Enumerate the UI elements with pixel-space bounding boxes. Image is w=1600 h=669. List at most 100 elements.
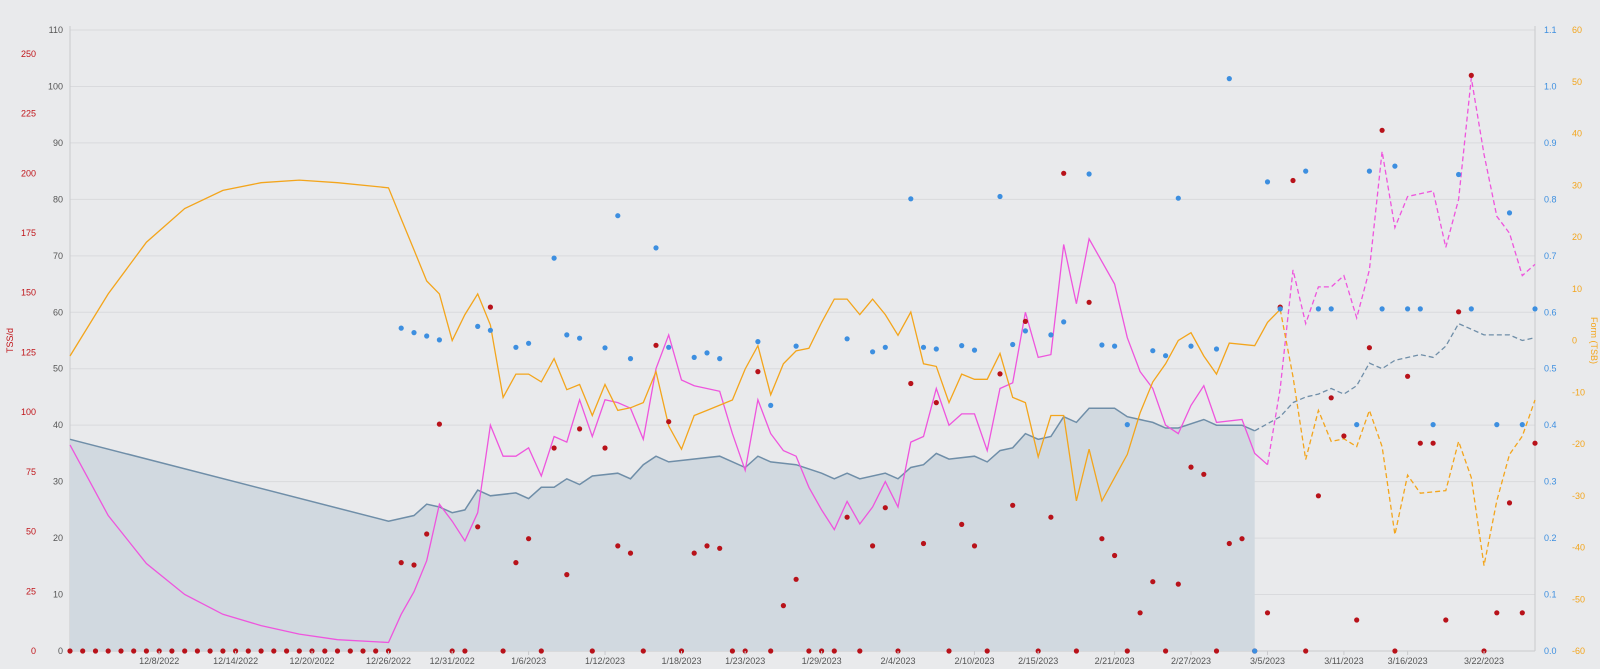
- if-point: [755, 339, 761, 345]
- tss-point: [959, 521, 965, 528]
- tss-point: [1456, 309, 1462, 315]
- tss-point: [1048, 514, 1054, 520]
- tss-point: [1468, 72, 1474, 78]
- form-tick-label: 60: [1572, 25, 1582, 35]
- tss-point: [1494, 610, 1500, 616]
- if-point: [870, 349, 876, 355]
- tss-point: [347, 648, 353, 654]
- x-tick-label: 3/11/2023: [1324, 656, 1363, 666]
- fitness-tick-label: 0: [58, 646, 63, 656]
- tss-point: [526, 536, 532, 542]
- if-point: [666, 344, 672, 350]
- tss-point: [768, 648, 774, 654]
- if-point: [1022, 328, 1028, 334]
- tss-point: [398, 560, 404, 566]
- if-point: [1213, 346, 1220, 352]
- if-point: [513, 344, 519, 350]
- tss-point: [513, 560, 519, 566]
- if-tick-label: 0.3: [1544, 477, 1557, 487]
- fitness-tick-label: 90: [53, 138, 63, 148]
- if-point: [1277, 306, 1283, 312]
- if-point: [1430, 422, 1436, 428]
- tss-point: [169, 648, 175, 654]
- tss-point: [857, 648, 863, 654]
- tss-point: [1201, 471, 1207, 477]
- if-point: [793, 343, 799, 349]
- if-point: [1366, 168, 1372, 174]
- tss-point: [920, 540, 927, 547]
- tss-point: [194, 648, 200, 654]
- tss-point: [67, 648, 73, 654]
- tss-point: [615, 543, 621, 549]
- tss-point: [284, 648, 290, 654]
- x-tick-label: 12/31/2022: [430, 656, 475, 666]
- x-tick-label: 2/27/2023: [1171, 656, 1211, 666]
- fitness-tick-label: 20: [53, 533, 63, 543]
- tss-point: [780, 603, 787, 609]
- tss-point: [1150, 579, 1156, 585]
- tss-point: [1366, 345, 1372, 351]
- if-point: [997, 193, 1003, 200]
- fitness-tick-label: 80: [53, 194, 63, 204]
- if-point: [933, 346, 939, 352]
- x-tick-label: 1/18/2023: [661, 656, 701, 666]
- if-point: [691, 354, 697, 360]
- tss-point: [1405, 373, 1411, 379]
- tss-tick-label: 200: [21, 168, 36, 178]
- tss-point: [1430, 440, 1436, 446]
- if-point: [398, 325, 404, 331]
- plot-area: [67, 72, 1538, 654]
- tss-point: [1137, 610, 1143, 616]
- x-tick-label: 12/26/2022: [366, 656, 411, 666]
- tss-point: [80, 648, 86, 654]
- if-point: [653, 245, 659, 251]
- x-tick-label: 12/8/2022: [139, 656, 179, 666]
- tss-point: [1099, 536, 1105, 542]
- if-point: [1519, 422, 1525, 428]
- if-tick-label: 0.8: [1544, 194, 1557, 204]
- tss-point: [1392, 648, 1398, 654]
- tss-point: [882, 505, 888, 511]
- if-tick-label: 0.9: [1544, 138, 1557, 148]
- if-point: [1328, 306, 1334, 312]
- tss-point: [182, 648, 188, 654]
- tss-tick-label: 75: [26, 467, 36, 477]
- tss-point: [933, 400, 939, 406]
- if-point: [1506, 210, 1513, 216]
- tss-point: [1061, 170, 1067, 176]
- tss-point: [806, 648, 812, 654]
- x-tick-label: 12/14/2022: [213, 656, 258, 666]
- tss-point: [1264, 610, 1271, 616]
- if-tick-label: 0.1: [1544, 590, 1557, 600]
- tss-point: [1290, 177, 1296, 184]
- tss-point: [207, 648, 213, 654]
- x-tick-label: 3/16/2023: [1388, 656, 1428, 666]
- if-point: [959, 343, 965, 349]
- tss-point: [653, 342, 659, 348]
- if-point: [1494, 422, 1500, 428]
- tss-point: [1315, 493, 1321, 499]
- tss-point: [1519, 610, 1525, 616]
- if-tick-label: 1.0: [1544, 82, 1557, 92]
- tss-point: [602, 445, 608, 451]
- form-tick-label: -50: [1572, 594, 1585, 604]
- if-point: [844, 336, 850, 342]
- tss-point: [1213, 648, 1220, 654]
- tss-point: [143, 648, 149, 654]
- if-point: [551, 255, 557, 261]
- form-tick-label: 40: [1572, 129, 1582, 139]
- fitness-tick-label: 100: [48, 82, 63, 92]
- if-point: [1252, 648, 1258, 654]
- tss-point: [870, 543, 876, 549]
- if-point: [704, 350, 710, 356]
- tss-point: [1379, 127, 1385, 133]
- tss-point: [1328, 395, 1334, 401]
- form-tick-label: -20: [1572, 439, 1585, 449]
- fitness-tick-label: 50: [53, 364, 63, 374]
- if-point: [908, 196, 914, 202]
- tss-point: [1188, 464, 1194, 470]
- tss-point: [1124, 648, 1130, 654]
- tss-point: [334, 648, 341, 654]
- tss-point: [1175, 581, 1181, 587]
- if-point: [1061, 319, 1067, 325]
